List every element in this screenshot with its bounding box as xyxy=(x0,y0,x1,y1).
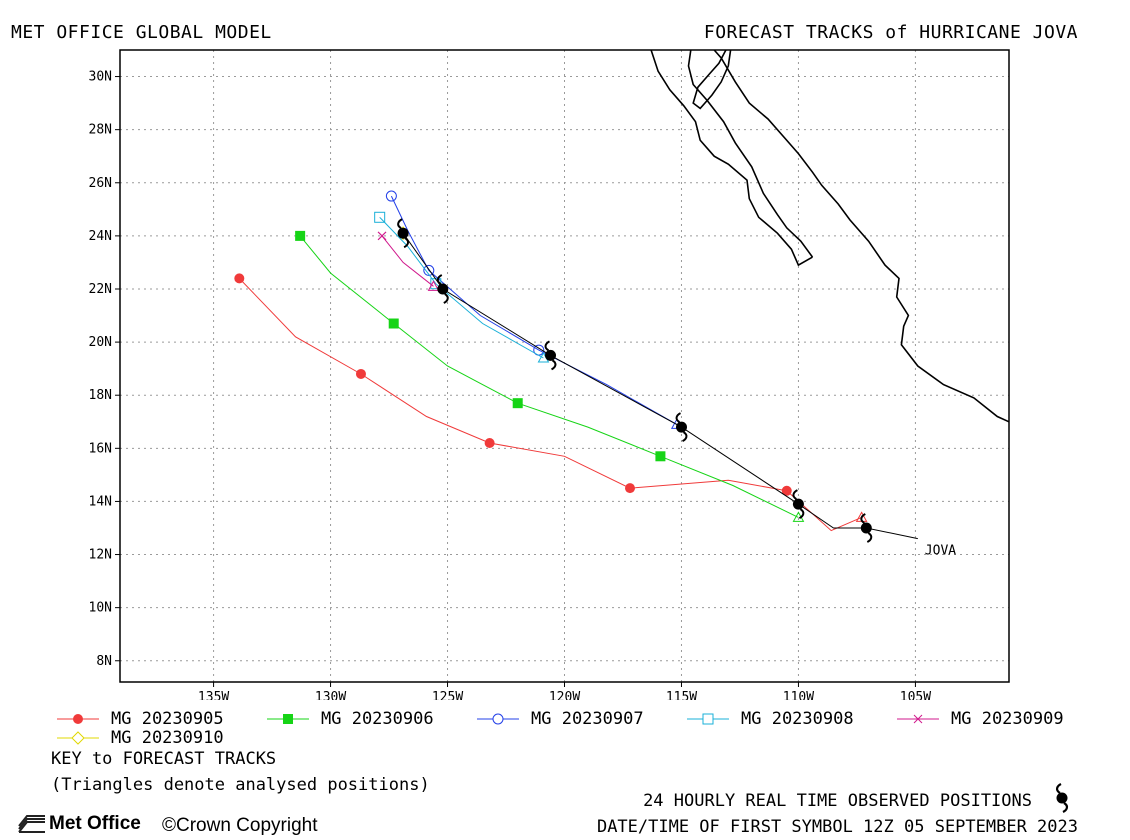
y-tick-label: 26N xyxy=(89,176,112,191)
y-tick-label: 10N xyxy=(89,601,112,616)
track-mg-20230905 xyxy=(234,273,868,532)
track-marker-open-circle xyxy=(385,190,397,202)
track-line xyxy=(381,235,434,287)
track-marker-filled-square xyxy=(388,318,399,329)
legend-item-20230909: MG 20230909 xyxy=(895,709,1064,729)
met-office-logo-icon xyxy=(18,815,45,833)
observed-track-line xyxy=(402,232,918,540)
first-symbol-datetime: DATE/TIME OF FIRST SYMBOL 12Z 05 SEPTEMB… xyxy=(596,817,1078,837)
hurricane-symbol-icon xyxy=(397,218,410,249)
copyright-notice: ©Crown Copyright xyxy=(162,815,318,837)
track-mg-20230906 xyxy=(295,230,805,522)
coastline xyxy=(692,49,732,110)
track-mg-20230909 xyxy=(377,231,440,291)
legend-label: MG 20230905 xyxy=(111,709,224,729)
plot-frame xyxy=(119,49,1010,683)
track-marker-cross xyxy=(377,231,387,241)
track-marker-filled-square xyxy=(512,398,523,409)
hurricane-symbol-icon xyxy=(675,412,688,442)
legend-label: MG 20230907 xyxy=(531,709,644,729)
met-office-logo: Met Office xyxy=(17,813,141,835)
hurricane-symbol-icon xyxy=(860,513,873,543)
legend-key-note: (Triangles denote analysed positions) xyxy=(51,775,430,795)
y-tick-label: 22N xyxy=(89,282,112,297)
grid-lines xyxy=(120,50,1009,682)
copyright-text: Crown Copyright xyxy=(176,815,318,836)
x-tick-label: 110W xyxy=(783,690,814,700)
legend-label: MG 20230910 xyxy=(111,728,224,748)
legend-label: MG 20230906 xyxy=(321,709,434,729)
coastline xyxy=(687,49,814,258)
track-marker-filled-circle xyxy=(625,483,636,494)
y-tick-label: 20N xyxy=(89,335,112,350)
track-marker-open-square xyxy=(374,211,386,223)
x-tick-label: 130W xyxy=(315,690,346,700)
x-tick-label: 105W xyxy=(900,690,931,700)
y-tick-label: 8N xyxy=(96,654,112,669)
x-tick-label: 135W xyxy=(198,690,229,700)
x-tick-label: 115W xyxy=(666,690,697,700)
header-left-title: MET OFFICE GLOBAL MODEL xyxy=(11,22,272,43)
legend-marker-filled-square xyxy=(267,714,309,724)
copyright-icon: © xyxy=(162,815,176,836)
observed-positions-text: 24 HOURLY REAL TIME OBSERVED POSITIONS xyxy=(643,791,1032,811)
y-tick-label: 24N xyxy=(89,229,112,244)
track-marker-filled-square xyxy=(295,230,306,241)
legend-marker-open-square xyxy=(687,713,729,725)
legend-key-title: KEY to FORECAST TRACKS xyxy=(51,749,277,769)
legend-item-20230907: MG 20230907 xyxy=(475,709,644,729)
y-tick-label: 12N xyxy=(89,548,112,563)
hurricane-symbol-icon xyxy=(1055,783,1069,813)
y-tick-label: 30N xyxy=(89,70,112,85)
track-line xyxy=(390,195,678,425)
met-office-logo-text: Met Office xyxy=(49,813,141,834)
track-marker-open-circle xyxy=(423,264,435,276)
track-marker-filled-circle xyxy=(355,368,366,379)
legend-item-20230906: MG 20230906 xyxy=(265,709,434,729)
y-tick-label: 14N xyxy=(89,494,112,509)
track-map: 135W 130W 125W 120W 115W 110W 105W 8N 10N 12N 14N 1… xyxy=(89,49,1010,700)
y-tick-label: 16N xyxy=(89,441,112,456)
legend-item-20230908: MG 20230908 xyxy=(685,709,854,729)
track-line xyxy=(238,278,862,532)
legend-marker-open-diamond xyxy=(57,731,99,745)
axis-ticks: 135W 130W 125W 120W 115W 110W 105W 8N 10N 12N 14N 1… xyxy=(89,70,932,700)
y-tick-label: 28N xyxy=(89,123,112,138)
hurricane-symbol-icon xyxy=(436,274,449,304)
track-marker-filled-circle xyxy=(781,485,792,496)
analysed-position-triangle xyxy=(427,280,440,291)
x-tick-label: 120W xyxy=(549,690,580,700)
track-mg-20230907 xyxy=(385,190,683,429)
track-marker-filled-square xyxy=(655,451,666,462)
storm-name-label: JOVA xyxy=(925,544,956,559)
legend-item-20230910: MG 20230910 xyxy=(55,728,224,748)
coastline xyxy=(713,49,1010,423)
legend-marker-open-circle xyxy=(477,713,519,725)
coastline-layer xyxy=(650,49,1010,423)
legend-marker-cross xyxy=(897,714,939,724)
x-tick-label: 125W xyxy=(432,690,463,700)
legend-label: MG 20230909 xyxy=(951,709,1064,729)
observed-track xyxy=(397,218,918,543)
track-marker-filled-circle xyxy=(484,438,495,449)
track-marker-filled-circle xyxy=(234,273,245,284)
track-line xyxy=(379,216,544,359)
track-line xyxy=(299,235,799,518)
hurricane-symbol-icon xyxy=(544,340,557,371)
legend-label: MG 20230908 xyxy=(741,709,854,729)
y-tick-label: 18N xyxy=(89,388,112,403)
legend-marker-filled-circle xyxy=(57,714,99,724)
legend-item-20230905: MG 20230905 xyxy=(55,709,224,729)
hurricane-symbol-icon xyxy=(792,489,805,519)
coastline xyxy=(650,49,813,267)
header-right-title: FORECAST TRACKS of HURRICANE JOVA xyxy=(703,22,1078,43)
